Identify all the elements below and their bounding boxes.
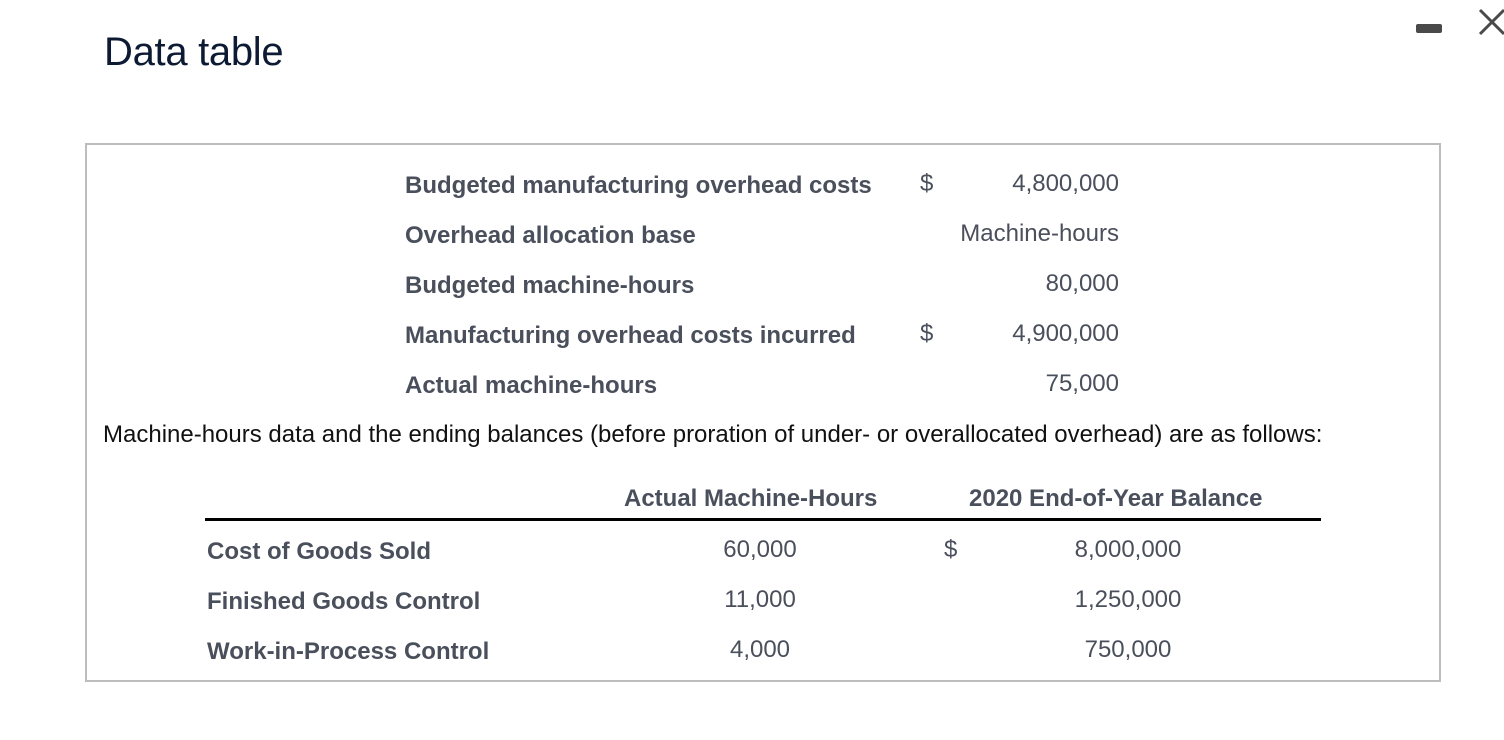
column-header-machine-hours: Actual Machine-Hours	[624, 485, 878, 512]
minimize-button[interactable]	[1414, 20, 1444, 40]
overhead-label: Manufacturing overhead costs incurred	[405, 322, 856, 349]
overhead-value: 4,900,000	[1012, 320, 1119, 347]
currency-symbol: $	[920, 170, 934, 197]
overhead-label: Budgeted machine-hours	[405, 272, 695, 299]
currency-symbol: $	[944, 536, 958, 563]
overhead-value: Machine-hours	[960, 220, 1119, 247]
overhead-value: 75,000	[1045, 370, 1119, 397]
dialog-title: Data table	[104, 30, 284, 74]
data-table-panel	[85, 143, 1441, 682]
close-button[interactable]	[1476, 4, 1504, 40]
overhead-value: 80,000	[1045, 270, 1119, 297]
machine-hours-cell: 60,000	[723, 536, 797, 563]
machine-hours-cell: 4,000	[729, 636, 791, 663]
overhead-label: Actual machine-hours	[405, 372, 658, 399]
close-icon	[1478, 8, 1504, 36]
account-name: Work-in-Process Control	[207, 638, 490, 665]
overhead-value: 4,800,000	[1012, 170, 1119, 197]
currency-symbol: $	[920, 320, 934, 347]
account-name: Cost of Goods Sold	[207, 538, 431, 565]
overhead-label: Budgeted manufacturing overhead costs	[405, 172, 872, 199]
balance-cell: 1,250,000	[1074, 586, 1182, 613]
machine-hours-cell: 11,000	[724, 586, 796, 613]
column-header-balance: 2020 End-of-Year Balance	[969, 485, 1263, 512]
balance-cell: 750,000	[1084, 636, 1172, 663]
header-underline	[205, 518, 1321, 521]
intro-text: Machine-hours data and the ending balanc…	[103, 421, 1323, 448]
overhead-label: Overhead allocation base	[405, 222, 696, 249]
balance-cell: 8,000,000	[1074, 536, 1182, 563]
account-name: Finished Goods Control	[207, 588, 481, 615]
